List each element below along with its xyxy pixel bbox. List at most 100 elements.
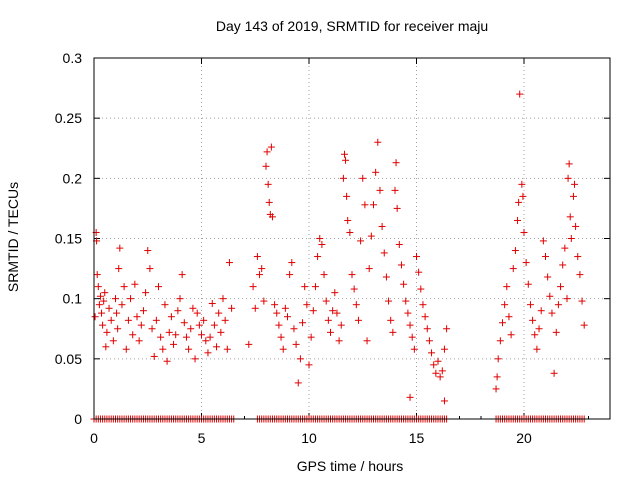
data-point — [102, 343, 110, 351]
data-point — [509, 265, 517, 273]
data-point — [307, 333, 315, 341]
data-point — [539, 237, 547, 245]
data-point — [561, 244, 569, 252]
data-point — [516, 90, 524, 98]
data-point — [120, 283, 128, 291]
data-point — [359, 174, 367, 182]
data-point — [182, 333, 190, 341]
data-point — [318, 241, 326, 249]
data-points — [90, 90, 588, 423]
data-point — [95, 301, 103, 309]
data-point — [112, 295, 119, 303]
data-point — [316, 235, 324, 242]
data-point — [187, 325, 195, 333]
data-point — [425, 337, 433, 345]
data-point — [161, 301, 169, 309]
data-point — [548, 309, 556, 317]
data-point — [262, 162, 270, 170]
data-point — [93, 271, 101, 279]
data-point — [340, 150, 348, 158]
x-tick-label: 15 — [409, 430, 425, 446]
data-point — [118, 301, 126, 309]
data-point — [113, 309, 121, 317]
data-point — [253, 253, 261, 261]
data-point — [387, 316, 395, 324]
data-point — [406, 393, 414, 401]
data-point — [554, 301, 562, 309]
data-point — [249, 283, 257, 291]
data-point — [178, 271, 186, 279]
data-point — [438, 367, 446, 375]
data-point — [96, 292, 104, 300]
y-tick-label: 0.15 — [55, 231, 82, 247]
data-point — [434, 357, 442, 365]
data-point — [286, 271, 294, 279]
data-point — [511, 247, 519, 255]
data-point — [337, 321, 345, 329]
data-point — [395, 241, 403, 249]
data-point — [210, 321, 218, 329]
data-point — [526, 301, 534, 309]
data-point — [571, 180, 579, 188]
data-point — [290, 325, 298, 333]
data-point — [176, 295, 184, 303]
data-point — [124, 316, 132, 324]
data-point — [163, 357, 171, 365]
data-point — [107, 316, 115, 324]
data-point — [522, 259, 530, 267]
data-point — [258, 265, 266, 273]
data-point — [144, 247, 152, 255]
y-tick-label: 0 — [74, 411, 82, 427]
data-point — [202, 337, 210, 345]
x-tick-label: 0 — [90, 430, 98, 446]
data-point — [503, 283, 511, 291]
data-point — [198, 331, 205, 339]
data-point — [265, 198, 273, 206]
data-point — [288, 259, 296, 267]
y-tick-label: 0.3 — [63, 50, 83, 66]
data-point — [382, 273, 390, 281]
data-point — [273, 309, 281, 317]
data-point — [191, 355, 199, 363]
data-point — [514, 216, 522, 224]
data-point — [361, 201, 369, 209]
data-point — [374, 138, 382, 146]
data-point — [344, 216, 352, 224]
data-point — [275, 321, 283, 329]
y-tick-label: 0.25 — [55, 110, 82, 126]
data-point — [542, 253, 549, 261]
data-point — [567, 235, 575, 242]
data-point — [397, 261, 405, 269]
data-point — [217, 328, 225, 336]
data-point — [294, 379, 302, 387]
data-point — [507, 331, 515, 339]
data-point — [544, 273, 552, 281]
data-point — [576, 271, 584, 279]
data-point — [150, 352, 158, 360]
data-point — [129, 331, 137, 339]
data-point — [339, 174, 347, 182]
x-tick-label: 10 — [301, 430, 317, 446]
data-point — [550, 369, 558, 377]
data-point — [320, 271, 328, 279]
data-point — [152, 316, 160, 324]
data-point — [268, 213, 276, 221]
data-point — [372, 168, 380, 176]
data-point — [91, 313, 99, 321]
data-point — [499, 319, 506, 327]
data-point — [515, 198, 523, 206]
data-point — [305, 361, 313, 369]
data-point — [419, 301, 427, 309]
data-point — [195, 321, 203, 329]
data-point — [518, 180, 526, 188]
data-point — [410, 345, 418, 353]
data-point — [256, 271, 264, 279]
data-point — [413, 253, 420, 261]
data-point — [127, 295, 135, 303]
data-point — [200, 316, 208, 324]
data-point — [159, 345, 167, 353]
data-point — [400, 280, 408, 288]
data-point — [116, 244, 124, 252]
data-point — [432, 369, 440, 377]
data-point — [404, 309, 412, 317]
